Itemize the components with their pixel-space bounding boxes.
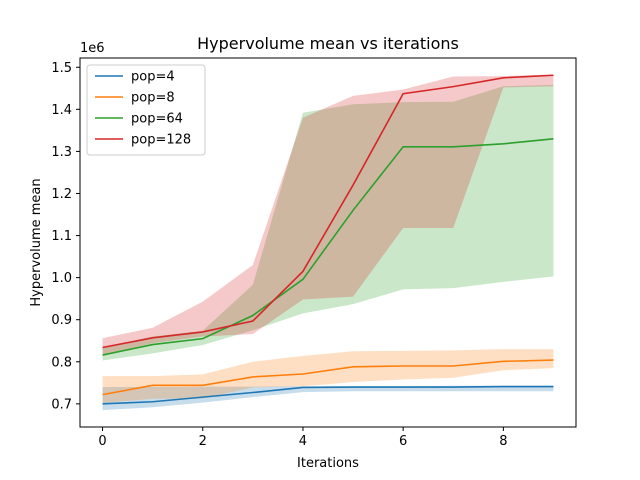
- y-tick-label: 1.0: [51, 271, 72, 286]
- y-tick-label: 0.8: [51, 355, 72, 370]
- y-tick-label: 1.2: [51, 187, 72, 202]
- y-tick-label: 1.1: [51, 229, 72, 244]
- confidence-bands: [102, 74, 554, 411]
- legend-label: pop=8: [131, 91, 175, 106]
- line-series-0: [102, 385, 554, 405]
- x-tick-label: 8: [499, 434, 507, 449]
- band-series-1: [102, 349, 554, 404]
- y-tick-label: 0.7: [51, 397, 72, 412]
- y-tick-label: 1.3: [51, 145, 72, 160]
- y-axis-offset-text: 1e6: [80, 41, 105, 56]
- y-tick-label: 0.9: [51, 313, 72, 328]
- legend: pop=4 pop=8 pop=64 pop=128: [86, 64, 206, 156]
- band-series-2: [102, 84, 554, 361]
- legend-label: pop=128: [131, 133, 191, 148]
- band-series-0: [102, 385, 554, 411]
- legend-label: pop=64: [131, 112, 183, 127]
- band-series-3: [102, 74, 554, 356]
- plot-frame: [79, 57, 577, 428]
- line-series-1: [102, 359, 554, 396]
- series-lines: [102, 74, 554, 405]
- x-tick-label: 0: [98, 434, 106, 449]
- y-axis-label: Hypervolume mean: [29, 178, 44, 306]
- legend-box: [86, 64, 206, 156]
- legend-label: pop=4: [131, 70, 175, 85]
- x-tick-label: 6: [399, 434, 407, 449]
- y-tick-label: 1.5: [51, 61, 72, 76]
- chart-title: Hypervolume mean vs iterations: [197, 34, 459, 53]
- x-axis-ticks: 0 2 4 6 8: [98, 427, 507, 449]
- x-tick-label: 4: [299, 434, 307, 449]
- y-tick-label: 1.4: [51, 103, 72, 118]
- y-axis-ticks: 0.7 0.8 0.9 1.0 1.1 1.2 1.3 1.4 1.5: [51, 61, 80, 412]
- x-tick-label: 2: [199, 434, 207, 449]
- line-series-2: [102, 137, 554, 356]
- x-axis-label: Iterations: [297, 456, 359, 471]
- line-series-3: [102, 74, 554, 349]
